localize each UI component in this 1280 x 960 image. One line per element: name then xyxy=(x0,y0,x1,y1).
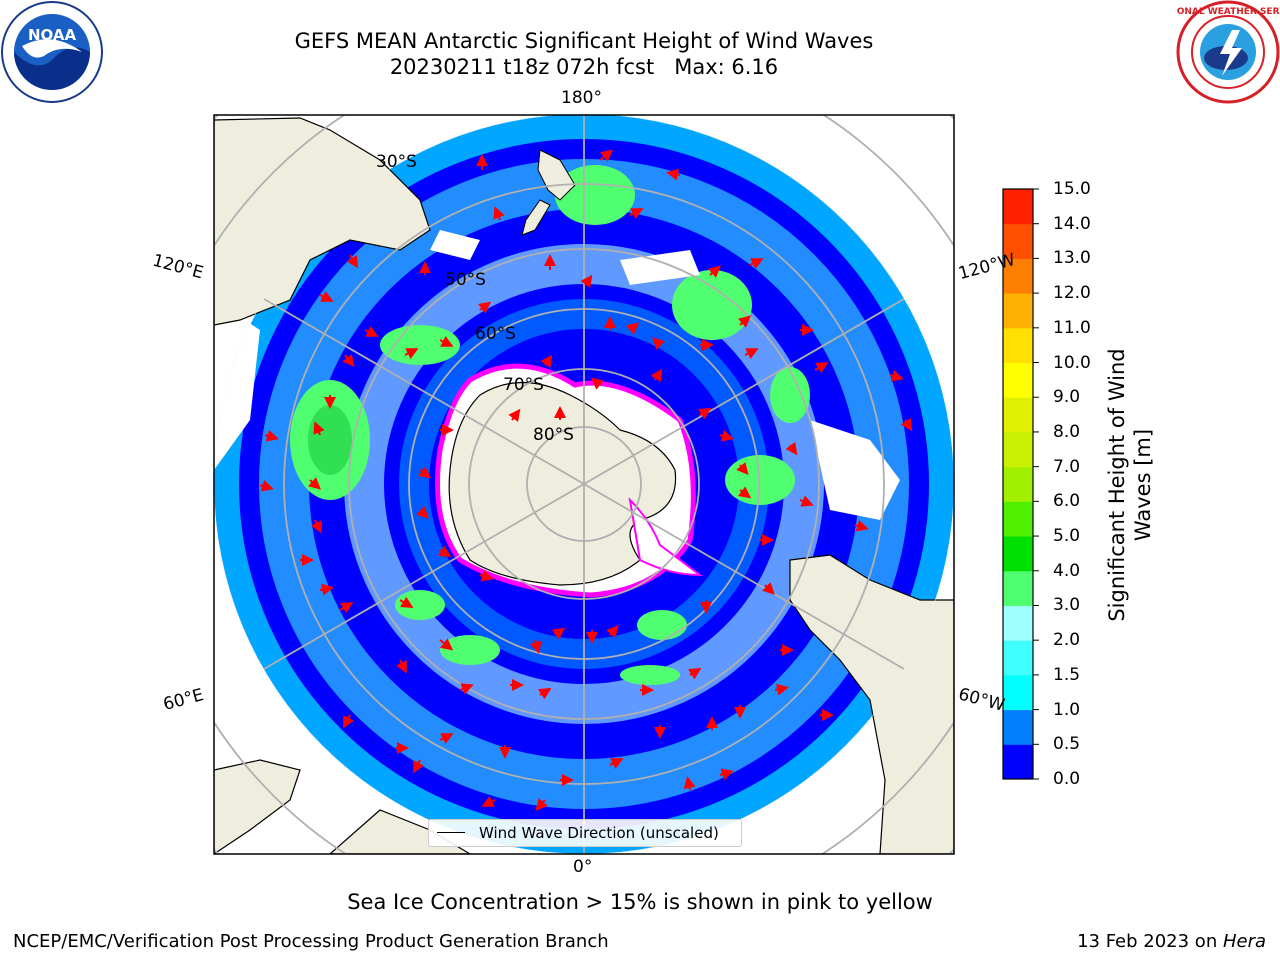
colorbar-tick-label: 1.0 xyxy=(1053,699,1081,720)
footer-host: Hera xyxy=(1222,931,1266,952)
lat-label-60s: 60°S xyxy=(475,324,516,344)
colorbar-tick-label: 4.0 xyxy=(1053,560,1081,581)
colorbar-segment xyxy=(1003,397,1033,433)
colorbar-segment xyxy=(1003,501,1033,537)
colorbar-tick-label: 0.5 xyxy=(1053,734,1081,755)
map-legend: Wind Wave Direction (unscaled) xyxy=(428,819,742,847)
colorbar-tick-label: 9.0 xyxy=(1053,387,1081,408)
nws-logo: NATIONAL WEATHER SERVICE xyxy=(1176,0,1280,104)
colorbar-tick-label: 5.0 xyxy=(1053,526,1081,547)
colorbar-segment xyxy=(1003,605,1033,641)
colorbar-tick-label: 2.0 xyxy=(1053,630,1081,651)
footer-date-text: 13 Feb 2023 on xyxy=(1077,931,1223,952)
colorbar-tick-label: 15.0 xyxy=(1053,179,1091,199)
colorbar-segment xyxy=(1003,223,1033,259)
colorbar-tick-label: 6.0 xyxy=(1053,491,1081,512)
footer-credit: NCEP/EMC/Verification Post Processing Pr… xyxy=(13,931,609,952)
colorbar-segment xyxy=(1003,362,1033,398)
colorbar-segment xyxy=(1003,431,1033,468)
colorbar-segment xyxy=(1003,709,1033,745)
colorbar-segment xyxy=(1003,674,1033,711)
wind-wave-arrows xyxy=(259,149,913,812)
lon-label-0: 0° xyxy=(573,857,593,877)
colorbar-segment xyxy=(1003,258,1033,294)
colorbar-tick-label: 8.0 xyxy=(1053,421,1081,442)
colorbar-tick-label: 13.0 xyxy=(1053,248,1091,269)
legend-label: Wind Wave Direction (unscaled) xyxy=(479,824,719,842)
colorbar xyxy=(1002,188,1039,780)
colorbar-segment xyxy=(1003,189,1033,225)
colorbar-segment xyxy=(1003,327,1033,364)
colorbar-tick-label: 14.0 xyxy=(1053,213,1091,234)
footer-date: 13 Feb 2023 on Hera xyxy=(1077,931,1266,952)
map-frame xyxy=(213,114,955,855)
lat-label-70s: 70°S xyxy=(503,375,544,395)
colorbar-tick-label: 11.0 xyxy=(1053,317,1091,338)
lat-label-30s: 30°S xyxy=(376,152,417,172)
lon-label-180: 180° xyxy=(561,88,602,108)
svg-text:NATIONAL WEATHER SERVICE: NATIONAL WEATHER SERVICE xyxy=(1176,7,1280,17)
colorbar-segment xyxy=(1003,640,1033,676)
colorbar-segment xyxy=(1003,293,1033,329)
map-subtitle: 20230211 t18z 072h fcst Max: 6.16 xyxy=(389,55,779,79)
colorbar-tick-label: 7.0 xyxy=(1053,456,1081,477)
colorbar-tick-label: 12.0 xyxy=(1053,283,1091,304)
colorbar-frame xyxy=(1002,188,1034,780)
colorbar-label: Significant Height of Wind Waves [m] xyxy=(1105,348,1155,622)
sea-ice-note: Sea Ice Concentration > 15% is shown in … xyxy=(347,890,933,914)
colorbar-tick-label: 0.0 xyxy=(1053,769,1081,789)
lat-label-50s: 50°S xyxy=(445,270,486,290)
colorbar-segment xyxy=(1003,466,1033,502)
colorbar-segment xyxy=(1003,536,1033,572)
colorbar-tick-label: 10.0 xyxy=(1053,352,1091,373)
svg-text:NOAA: NOAA xyxy=(28,26,77,44)
lat-label-80s: 80°S xyxy=(533,425,574,445)
map-title: GEFS MEAN Antarctic Significant Height o… xyxy=(294,29,874,53)
legend-line-icon xyxy=(437,832,465,833)
colorbar-segment xyxy=(1003,570,1033,606)
colorbar-tick-label: 1.5 xyxy=(1053,664,1081,685)
graticule xyxy=(214,115,954,854)
colorbar-segment xyxy=(1003,744,1033,780)
colorbar-tick-label: 3.0 xyxy=(1053,595,1081,616)
noaa-logo: NOAA xyxy=(1,1,103,103)
